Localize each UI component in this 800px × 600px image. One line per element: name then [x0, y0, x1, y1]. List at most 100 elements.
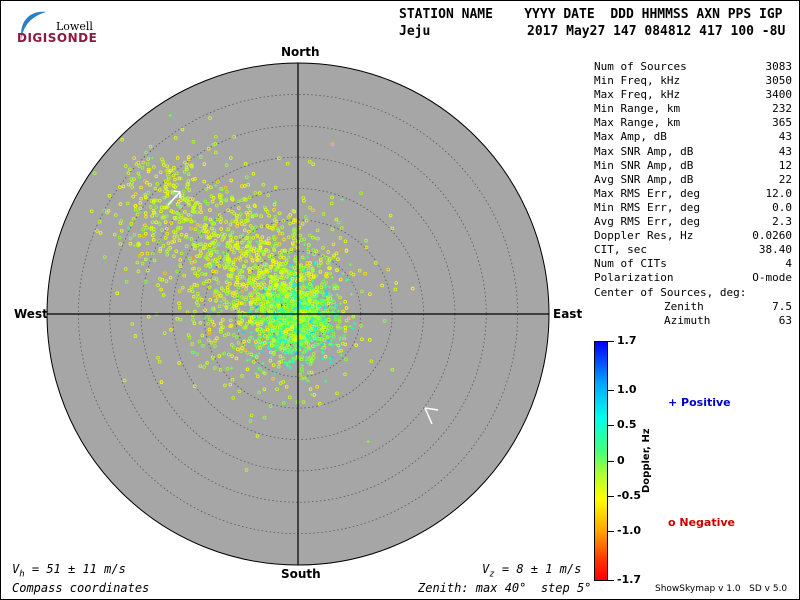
stat-label: Polarization [594, 271, 674, 285]
source-point-negative [171, 230, 176, 234]
source-point-negative [240, 295, 244, 299]
source-point-negative [249, 295, 253, 300]
source-point-negative [143, 223, 147, 228]
source-point-negative [269, 265, 274, 269]
source-point-negative [130, 185, 134, 189]
source-point-negative [253, 213, 257, 218]
source-point-positive [311, 318, 315, 322]
source-point-negative [205, 361, 209, 365]
source-point-negative [222, 263, 226, 267]
stat-label: Avg RMS Err, deg [594, 215, 700, 229]
source-point-negative [102, 255, 107, 259]
source-point-negative [244, 295, 248, 300]
stat-label: CIT, sec [594, 243, 647, 257]
source-point-positive [211, 357, 215, 361]
source-point-negative [145, 180, 149, 185]
source-point-negative [255, 234, 260, 239]
source-point-negative [151, 238, 156, 242]
stat-value: 38.40 [758, 243, 792, 257]
source-point-positive [294, 282, 298, 286]
source-point-positive [324, 379, 328, 383]
source-point-negative [195, 300, 199, 305]
source-point-positive [193, 219, 197, 224]
source-point-negative [191, 266, 195, 271]
source-point-negative [211, 196, 216, 200]
source-point-negative [199, 210, 203, 214]
source-point-negative [304, 293, 309, 298]
source-point-positive [278, 302, 282, 306]
source-point-positive [307, 327, 311, 331]
source-point-negative [153, 186, 158, 191]
source-point-negative [177, 361, 181, 365]
source-point-positive [228, 232, 232, 236]
source-point-negative [223, 383, 227, 388]
source-point-negative [166, 177, 171, 181]
source-point-negative [172, 239, 176, 243]
source-point-negative [301, 321, 306, 326]
source-point-negative [245, 367, 250, 372]
source-point-negative [245, 350, 250, 355]
source-point-negative [144, 150, 148, 155]
source-point-positive [293, 357, 297, 361]
source-point-negative [181, 189, 186, 194]
source-point-negative [228, 281, 232, 286]
source-point-positive [333, 306, 337, 310]
colorbar-tick [608, 425, 614, 427]
source-point-negative [206, 230, 210, 234]
source-point-negative [346, 316, 351, 321]
colorbar-tick [608, 390, 614, 392]
source-point-negative [230, 247, 234, 251]
source-point-negative [343, 299, 347, 304]
source-point-negative [259, 322, 263, 326]
source-point-negative [248, 210, 252, 215]
source-point-negative [226, 227, 231, 231]
source-point-negative [229, 318, 233, 323]
source-point-negative [228, 382, 233, 387]
source-point-positive [189, 214, 194, 218]
source-point-negative [210, 258, 215, 263]
source-point-negative [177, 220, 182, 224]
source-point-negative [264, 248, 268, 252]
source-point-negative [314, 290, 319, 295]
stat-row: Polarization O-mode [594, 271, 792, 285]
source-point-positive [344, 278, 349, 283]
source-point-negative [302, 237, 307, 241]
center-azimuth-label: Azimuth [664, 313, 711, 327]
source-point-negative [192, 321, 197, 326]
source-point-negative [157, 239, 161, 243]
source-point-negative [309, 264, 313, 269]
source-point-negative [179, 198, 183, 203]
source-point-positive [293, 328, 297, 332]
source-point-negative [351, 314, 356, 319]
source-point-positive [289, 331, 293, 336]
source-point-negative [280, 288, 284, 292]
source-point-negative [273, 214, 278, 219]
vh-readout: Vh = 51 ± 11 m/s [12, 562, 126, 580]
source-point-negative [265, 325, 269, 330]
source-point-negative [236, 341, 241, 345]
source-point-negative [204, 187, 209, 191]
source-point-negative [311, 308, 315, 313]
source-point-positive [342, 333, 346, 337]
source-point-negative [151, 199, 156, 204]
source-point-negative [240, 289, 245, 294]
source-point-positive [348, 324, 352, 328]
source-point-negative [149, 227, 154, 231]
source-point-negative [359, 191, 363, 195]
source-point-negative [265, 210, 270, 214]
source-point-negative [270, 328, 275, 333]
source-point-negative [136, 269, 141, 274]
source-point-negative [265, 304, 269, 309]
source-point-positive [269, 336, 273, 340]
source-point-negative [261, 270, 265, 274]
stat-label: Min RMS Err, deg [594, 200, 700, 214]
source-point-negative [145, 225, 149, 230]
source-point-positive [270, 299, 274, 304]
source-point-negative [272, 223, 276, 228]
source-point-positive [288, 319, 292, 323]
source-point-positive [283, 361, 287, 365]
source-point-negative [120, 137, 124, 142]
source-point-negative [230, 209, 234, 214]
source-point-negative [145, 162, 150, 166]
source-point-positive [276, 339, 280, 343]
